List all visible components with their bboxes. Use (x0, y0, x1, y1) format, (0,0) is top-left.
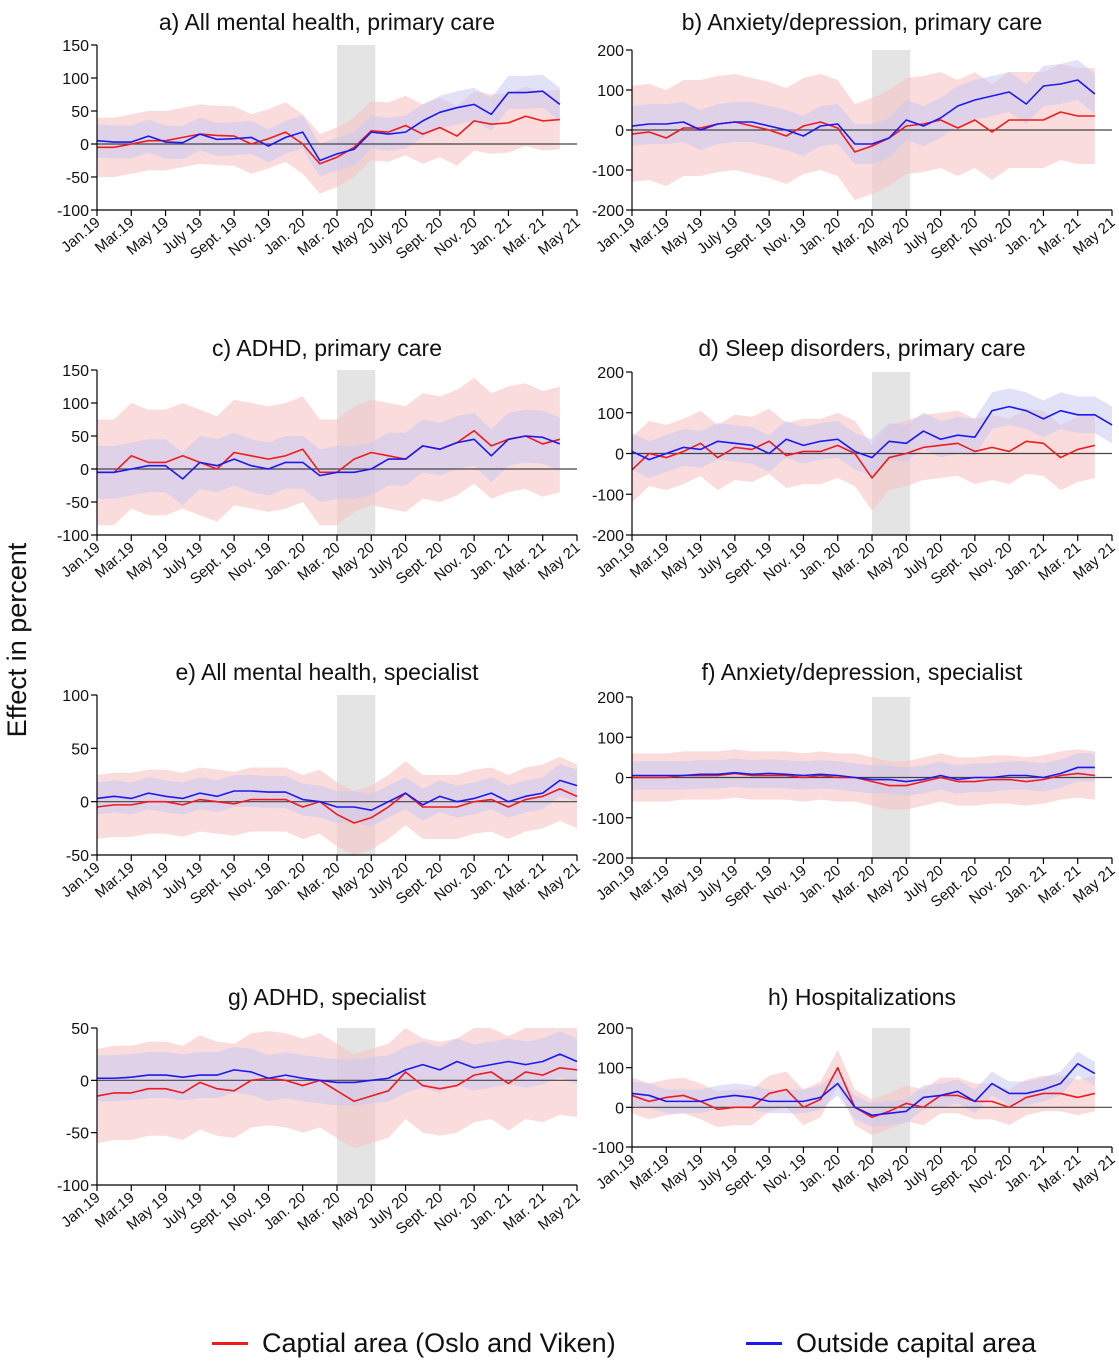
y-tick-label: -50 (66, 848, 89, 865)
panel-title: e) All mental health, specialist (176, 659, 480, 685)
panel-title: d) Sleep disorders, primary care (698, 335, 1025, 361)
y-tick-label: 100 (62, 71, 89, 88)
outside-confidence-band (97, 1031, 577, 1106)
series-line-capital (97, 429, 561, 474)
panel-title: b) Anxiety/depression, primary care (682, 9, 1043, 35)
y-tick-label: 150 (62, 38, 89, 55)
legend-item-capital: Captial area (Oslo and Viken) (212, 1328, 616, 1359)
y-tick-label: 50 (71, 104, 89, 121)
y-tick-label: 100 (62, 396, 89, 413)
y-tick-label: -100 (592, 1140, 624, 1157)
y-tick-label: 100 (597, 730, 624, 747)
y-tick-label: 0 (615, 771, 624, 788)
series-line-outside (632, 766, 1095, 783)
series-line-outside (97, 1053, 578, 1084)
y-tick-label: 100 (597, 1061, 624, 1078)
series-line-capital (631, 440, 1096, 479)
y-tick-label: 0 (80, 137, 89, 154)
y-tick-label: 0 (80, 462, 89, 479)
series-line-outside (96, 90, 561, 162)
global-y-axis-label: Effect in percent (2, 542, 32, 737)
outside-confidence-band (632, 60, 1095, 164)
legend-item-outside: Outside capital area (746, 1328, 1036, 1359)
y-tick-label: -50 (66, 1126, 89, 1143)
series-line-capital (96, 788, 578, 824)
y-tick-label: -200 (592, 203, 624, 220)
series-line-outside (631, 405, 1113, 461)
global-y-axis-label-wrap: Effect in percent (2, 542, 46, 737)
outside-confidence-band (632, 1051, 1095, 1128)
y-tick-label: -100 (57, 203, 89, 220)
legend-swatch-capital (212, 1342, 248, 1345)
y-tick-label: 100 (597, 83, 624, 100)
y-tick-label: 200 (597, 365, 624, 382)
y-tick-label: 0 (615, 123, 624, 140)
series-line-outside (631, 79, 1096, 145)
panel-title: g) ADHD, specialist (228, 984, 427, 1010)
y-tick-label: -100 (592, 163, 624, 180)
legend-label-capital: Captial area (Oslo and Viken) (262, 1328, 616, 1358)
series-line-capital (97, 115, 560, 165)
y-tick-label: -50 (66, 170, 89, 187)
y-tick-label: 0 (615, 1100, 624, 1117)
y-tick-label: -100 (592, 811, 624, 828)
series-line-outside (97, 435, 561, 480)
y-tick-label: 0 (615, 447, 624, 464)
y-tick-label: -200 (592, 528, 624, 545)
panel-title: h) Hospitalizations (768, 984, 956, 1010)
y-tick-label: -50 (66, 495, 89, 512)
series-line-capital (632, 772, 1095, 787)
panel-title: a) All mental health, primary care (159, 9, 495, 35)
y-tick-label: 50 (71, 1021, 89, 1038)
y-tick-label: 50 (71, 429, 89, 446)
series-line-outside (96, 779, 578, 812)
series-line-capital (96, 1066, 578, 1103)
panel-title: f) Anxiety/depression, specialist (702, 659, 1023, 685)
y-tick-label: -200 (592, 851, 624, 868)
panel-title: c) ADHD, primary care (212, 335, 442, 361)
y-tick-label: 200 (597, 43, 624, 60)
outside-confidence-band (97, 74, 560, 177)
y-tick-label: -100 (57, 1178, 89, 1195)
outside-confidence-band (97, 409, 560, 506)
y-tick-label: 100 (597, 406, 624, 423)
capital-confidence-band (632, 1049, 1095, 1136)
y-tick-label: -100 (592, 487, 624, 504)
legend-swatch-outside (746, 1342, 782, 1345)
y-tick-label: 0 (80, 1073, 89, 1090)
y-tick-label: 200 (597, 1021, 624, 1038)
y-tick-label: -100 (57, 528, 89, 545)
outside-confidence-band (97, 764, 577, 827)
legend: Captial area (Oslo and Viken) Outside ca… (0, 1328, 1119, 1364)
series-line-capital (631, 111, 1095, 153)
y-tick-label: 150 (62, 363, 89, 380)
legend-label-outside: Outside capital area (796, 1328, 1037, 1358)
outside-confidence-band (632, 753, 1095, 796)
series-line-outside (631, 1062, 1096, 1117)
series-line-capital (631, 1066, 1096, 1119)
y-tick-label: 0 (80, 795, 89, 812)
y-tick-label: 50 (71, 741, 89, 758)
y-tick-label: 100 (62, 688, 89, 705)
y-tick-label: 200 (597, 690, 624, 707)
